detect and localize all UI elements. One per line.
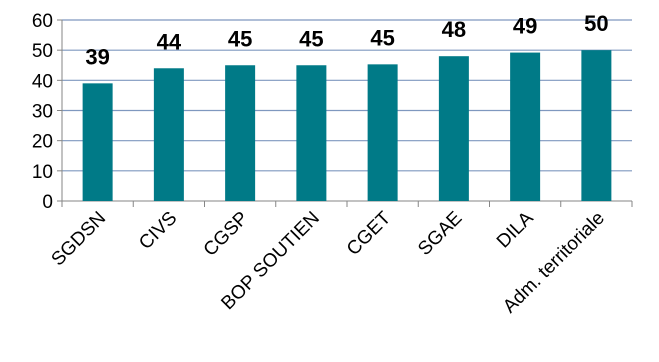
data-label: 44 <box>157 29 182 54</box>
bar <box>438 56 469 202</box>
y-axis-ticks: 0 10 20 30 40 50 60 <box>32 11 53 213</box>
data-label: 45 <box>228 26 252 51</box>
data-label: 48 <box>442 17 466 42</box>
y-tick-label: 60 <box>32 11 53 32</box>
category-label: CGSP <box>200 208 253 261</box>
bar <box>296 65 327 201</box>
gridlines <box>62 19 632 172</box>
data-label: 49 <box>513 14 537 39</box>
y-tick-label: 20 <box>32 132 53 153</box>
category-label: SGDSN <box>48 208 111 271</box>
data-label: 45 <box>370 25 394 50</box>
data-label: 45 <box>299 26 323 51</box>
bar <box>367 64 398 201</box>
category-label: SGAE <box>414 208 466 260</box>
category-label: CGET <box>343 207 395 259</box>
y-tick-label: 30 <box>32 102 53 123</box>
y-tick-label: 0 <box>42 192 53 213</box>
y-tick-label: 50 <box>32 41 53 62</box>
bars <box>82 50 612 202</box>
y-tick-label: 40 <box>32 71 53 92</box>
category-label: DILA <box>493 207 538 252</box>
bar <box>510 52 541 201</box>
data-label: 39 <box>85 44 109 69</box>
data-label: 50 <box>584 11 608 36</box>
axes <box>57 19 633 207</box>
bar <box>153 68 184 202</box>
bar <box>581 50 612 201</box>
bar <box>82 83 113 201</box>
category-label: CIVS <box>135 208 181 254</box>
bar <box>225 65 256 201</box>
y-tick-label: 10 <box>32 162 53 183</box>
data-labels: 39 44 45 45 45 48 49 50 <box>85 11 608 69</box>
